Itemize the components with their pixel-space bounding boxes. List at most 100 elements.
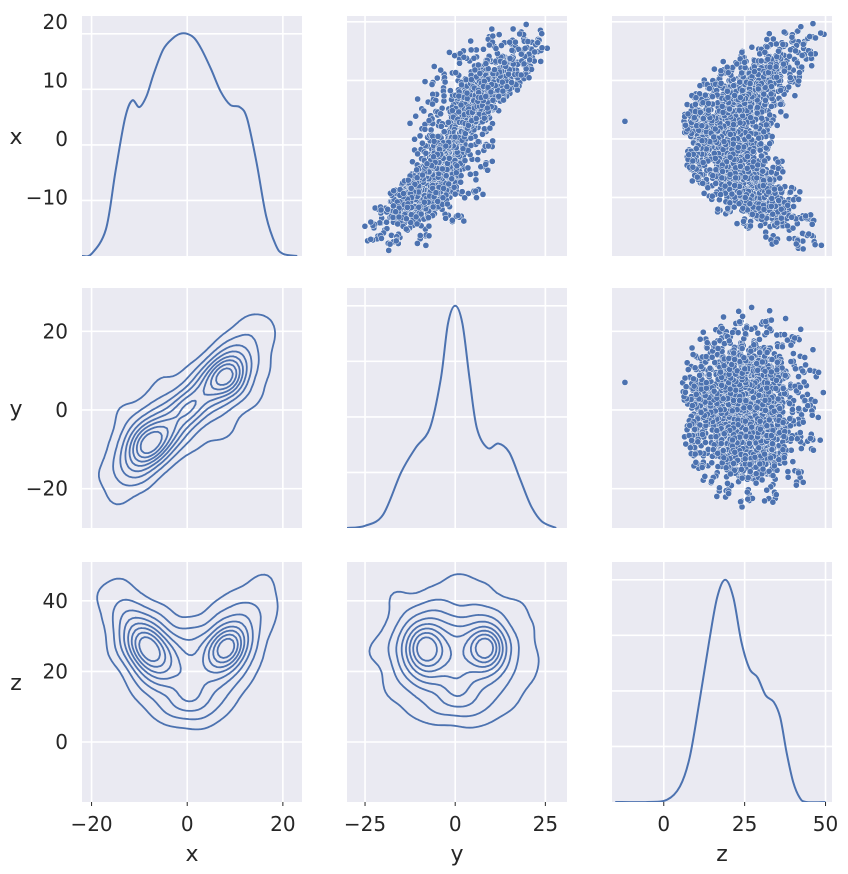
scatter-point: [461, 194, 469, 202]
scatter-point: [414, 95, 421, 103]
scatter-point: [806, 33, 814, 40]
scatter-point: [474, 149, 482, 156]
scatter-point: [785, 235, 793, 242]
scatter-point: [460, 53, 468, 61]
scatter-point: [445, 154, 453, 162]
scatter-point: [480, 45, 487, 53]
scatter-point: [524, 38, 532, 45]
scatter-point: [451, 190, 459, 198]
scatter-point: [711, 65, 718, 73]
scatter-point: [765, 30, 773, 38]
scatter-point: [466, 170, 474, 178]
scatter-point: [392, 237, 400, 245]
scatter-point: [495, 31, 503, 38]
scatter-point: [484, 166, 491, 174]
scatter-point: [799, 40, 807, 48]
scatter-point: [383, 218, 390, 226]
scatter-point: [757, 222, 764, 230]
scatter-point: [429, 100, 436, 108]
scatter-point: [741, 194, 749, 201]
scatter-point: [439, 165, 446, 173]
scatter-point: [777, 100, 784, 108]
scatter-point: [378, 235, 385, 242]
scatter-point: [413, 174, 421, 182]
kde-curve-x: [82, 32, 298, 256]
scatter-point: [476, 70, 484, 77]
scatter-point: [479, 191, 487, 198]
scatter-point: [448, 175, 456, 183]
scatter-point: [390, 187, 398, 195]
scatter-point: [447, 87, 454, 94]
scatter-point: [440, 92, 448, 100]
scatter-point: [472, 115, 480, 122]
scatter-point: [464, 164, 472, 172]
scatter-point: [419, 171, 426, 179]
scatter-point: [441, 78, 449, 86]
scatter-point: [458, 81, 465, 89]
scatter-point: [474, 61, 482, 69]
scatter-point: [696, 82, 704, 89]
scatter-point: [455, 92, 463, 100]
scatter-point: [467, 142, 475, 149]
scatter-point: [781, 67, 788, 75]
scatter-point: [773, 53, 781, 61]
scatter-point: [688, 177, 696, 185]
panel-background: [82, 16, 302, 256]
scatter-point: [759, 182, 767, 189]
panel-background: [612, 562, 832, 802]
scatter-point: [361, 222, 369, 230]
scatter-point: [786, 52, 793, 60]
scatter-point: [416, 232, 424, 239]
scatter-point: [384, 206, 392, 213]
scatter-point: [777, 108, 785, 116]
scatter-point: [758, 152, 765, 160]
scatter-point: [456, 59, 463, 67]
scatter-point: [731, 182, 739, 189]
scatter-point: [486, 41, 493, 49]
scatter-point: [525, 74, 533, 82]
scatter-point: [719, 109, 727, 116]
scatter-point: [434, 133, 442, 140]
scatter-point: [445, 180, 453, 188]
scatter-point: [772, 40, 780, 48]
scatter-point: [788, 33, 796, 41]
scatter-point: [795, 77, 803, 85]
scatter-point: [446, 49, 453, 56]
scatter-point: [699, 115, 707, 122]
scatter-point: [458, 188, 466, 196]
scatter-point: [684, 110, 692, 118]
scatter-point: [698, 122, 706, 130]
scatter-point: [812, 34, 819, 42]
scatter-point: [723, 63, 731, 71]
scatter-point: [765, 188, 772, 196]
scatter-point: [437, 66, 445, 74]
scatter-point: [430, 153, 437, 161]
scatter-point: [395, 213, 403, 221]
scatter-point: [691, 114, 698, 122]
scatter-point: [425, 214, 432, 222]
scatter-point: [455, 108, 463, 116]
panel-z-vs-z: [612, 562, 832, 802]
scatter-point: [433, 74, 441, 82]
scatter-point: [798, 52, 806, 59]
scatter-point: [400, 190, 407, 197]
scatter-point: [440, 185, 447, 192]
scatter-point: [508, 79, 515, 86]
scatter-point: [437, 123, 445, 130]
scatter-point: [428, 81, 436, 88]
scatter-point: [773, 122, 781, 129]
scatter-point: [467, 134, 475, 142]
scatter-point: [389, 214, 397, 221]
scatter-point: [489, 96, 497, 104]
scatter-point: [473, 194, 480, 201]
scatter-point: [444, 200, 451, 208]
scatter-point: [402, 225, 410, 233]
scatter-point: [479, 130, 486, 138]
scatter-point: [780, 28, 788, 36]
scatter-point: [425, 222, 433, 230]
scatter-point: [770, 35, 777, 43]
scatter-point: [409, 158, 416, 166]
scatter-point: [764, 55, 772, 63]
scatter-point: [472, 170, 480, 177]
scatter-point: [467, 46, 475, 54]
